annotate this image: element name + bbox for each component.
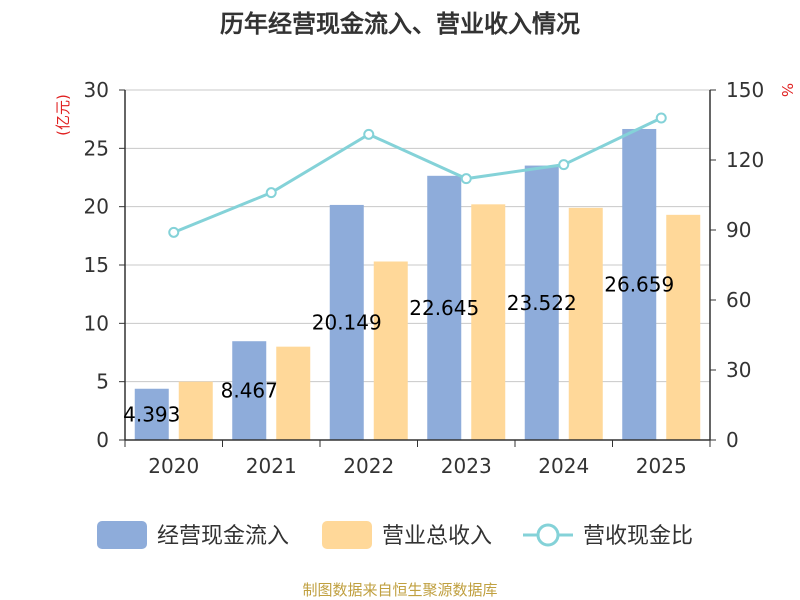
y-right-label: % (778, 83, 796, 97)
bar-revenue (276, 346, 311, 440)
bar-cash-inflow (232, 341, 267, 440)
y-left-tick-label: 10 (84, 311, 109, 335)
y-right-tick-label: 150 (726, 78, 764, 102)
source-note: 制图数据来自恒生聚源数据库 (302, 581, 497, 599)
y-left-tick-label: 5 (96, 370, 109, 394)
ratio-point (558, 159, 570, 171)
bar-cash-inflow (427, 175, 462, 440)
ratio-point (655, 112, 667, 124)
legend-marker-ratio (536, 523, 560, 547)
bar-revenue (568, 207, 603, 440)
bar-revenue (373, 261, 408, 440)
grid-lines (125, 89, 710, 383)
legend-swatch-revenue (322, 521, 372, 549)
data-label-cash-inflow: 20.149 (312, 310, 382, 334)
data-label-cash-inflow: 26.659 (604, 272, 674, 296)
bar-group (134, 128, 701, 440)
y-right-tick-label: 60 (726, 288, 751, 312)
bar-revenue (471, 204, 506, 440)
y-left-tick-label: 20 (84, 195, 109, 219)
data-label-cash-inflow: 22.645 (409, 296, 479, 320)
data-label-cash-inflow: 23.522 (507, 291, 577, 315)
ratio-series-line (173, 116, 662, 234)
ratio-line (168, 112, 667, 238)
legend-label-cash-inflow: 经营现金流入 (157, 524, 289, 549)
x-tick-label: 2025 (636, 454, 687, 478)
ratio-point (460, 173, 472, 185)
bar-cash-inflow (622, 128, 657, 440)
y-right-tick-label: 90 (726, 218, 751, 242)
legend-swatch-cash-inflow (97, 521, 147, 549)
y-right-tick-label: 120 (726, 148, 764, 172)
x-tick-label: 2021 (246, 454, 297, 478)
x-tick-label: 2020 (148, 454, 199, 478)
x-tick-label: 2022 (343, 454, 394, 478)
y-right-tick-label: 30 (726, 358, 751, 382)
y-left-tick-label: 25 (84, 136, 109, 160)
y-left-label: (亿元) (54, 94, 72, 136)
ratio-point (168, 226, 180, 238)
y-left-tick-label: 0 (96, 428, 109, 452)
ratio-point (265, 187, 277, 199)
bar-revenue (666, 214, 701, 440)
bar-cash-inflow (134, 388, 169, 440)
bar-cash-inflow (524, 165, 559, 440)
y-left-tick-label: 30 (84, 78, 109, 102)
bar-cash-inflow (329, 204, 364, 440)
x-tick-label: 2024 (538, 454, 589, 478)
y-left-tick-label: 15 (84, 253, 109, 277)
legend-label-ratio: 营收现金比 (583, 524, 693, 549)
axes (119, 89, 716, 447)
y-right-tick-label: 0 (726, 428, 739, 452)
data-labels: 4.393 8.467 20.149 22.645 23.522 26.659 (123, 272, 674, 426)
chart-title: 历年经营现金流入、营业收入情况 (220, 10, 580, 38)
x-tick-label: 2023 (441, 454, 492, 478)
legend: 经营现金流入 营业总收入 营收现金比 (97, 521, 693, 549)
ratio-point (363, 128, 375, 140)
data-label-cash-inflow: 4.393 (123, 402, 180, 426)
legend-label-revenue: 营业总收入 (382, 524, 492, 549)
data-label-cash-inflow: 8.467 (221, 379, 278, 403)
bar-revenue (178, 381, 213, 440)
